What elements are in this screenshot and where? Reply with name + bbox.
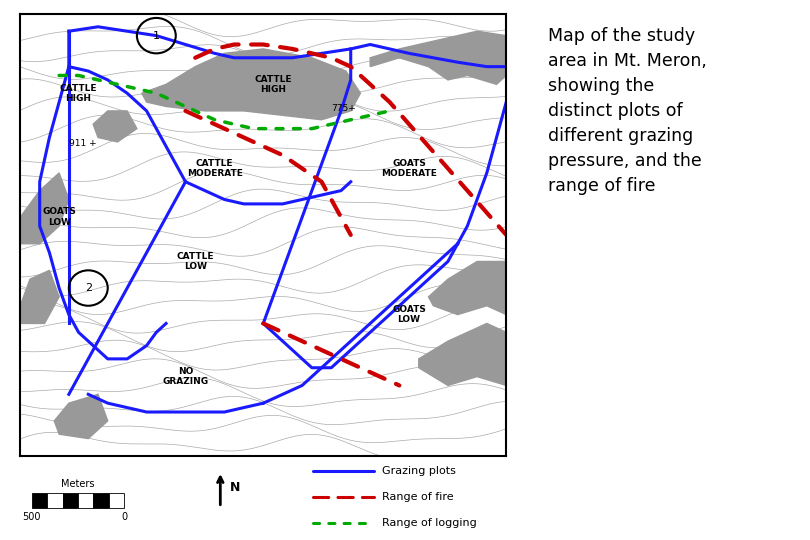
Text: GOATS
LOW: GOATS LOW [392,305,426,325]
Bar [32,493,47,508]
Text: GOATS
MODERATE: GOATS MODERATE [382,159,437,178]
Text: 911 +: 911 + [69,139,96,148]
Text: N: N [229,481,240,494]
Polygon shape [419,323,506,386]
Text: CATTLE
HIGH: CATTLE HIGH [254,75,292,94]
Text: 775+: 775+ [331,104,356,113]
Text: Range of fire: Range of fire [382,492,454,502]
Text: CATTLE
MODERATE: CATTLE MODERATE [187,159,242,178]
Polygon shape [20,271,59,323]
Polygon shape [142,49,360,120]
Bar [47,493,62,508]
Text: Range of logging: Range of logging [382,518,476,528]
Text: 0: 0 [121,512,127,522]
Text: 1: 1 [153,31,160,40]
Polygon shape [54,394,108,438]
Text: GOATS
LOW: GOATS LOW [42,207,76,227]
Polygon shape [93,111,137,142]
Text: CATTLE
LOW: CATTLE LOW [177,252,214,271]
Text: Map of the study
area in Mt. Meron,
showing the
distinct plots of
different graz: Map of the study area in Mt. Meron, show… [548,27,707,195]
Text: 500: 500 [23,512,41,522]
Text: Grazing plots: Grazing plots [382,466,456,476]
Bar [62,493,78,508]
Bar [78,493,93,508]
Bar [93,493,109,508]
Text: CATTLE
HIGH: CATTLE HIGH [60,84,97,103]
Text: 2: 2 [85,283,92,293]
Polygon shape [20,173,69,244]
Text: NO
GRAZING: NO GRAZING [163,367,208,386]
Polygon shape [428,261,506,315]
Bar [109,493,124,508]
Text: Meters: Meters [62,479,95,489]
Polygon shape [370,31,506,84]
